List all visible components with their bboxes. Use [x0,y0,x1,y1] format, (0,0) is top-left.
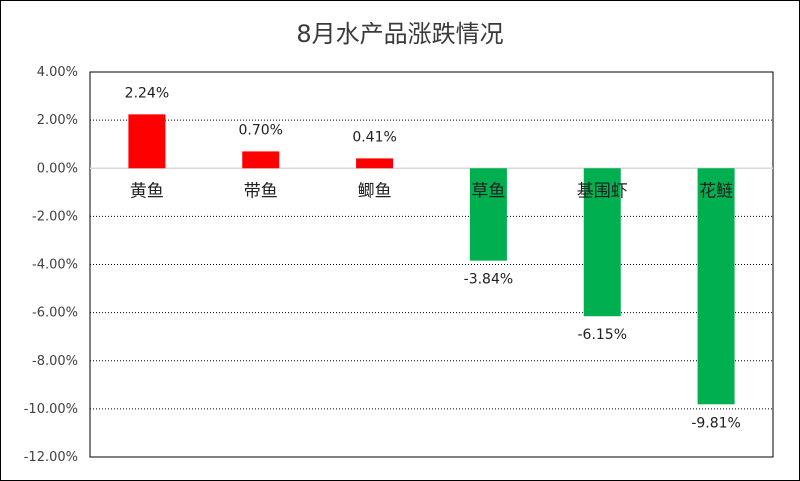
category-label: 花鲢 [699,181,733,201]
chart-title: 8月水产品涨跌情况 [296,20,504,48]
data-label: -6.15% [577,327,627,343]
data-label: -9.81% [691,415,741,431]
data-label: 0.70% [239,122,283,138]
y-tick-label: 2.00% [37,113,78,128]
category-label: 黄鱼 [130,181,164,201]
y-tick-label: 4.00% [37,65,78,80]
category-label: 基围虾 [577,181,628,201]
bar [583,168,621,317]
y-tick-label: -10.00% [24,402,78,417]
data-label: 2.24% [125,85,169,101]
category-label: 草鱼 [471,181,505,201]
y-tick-label: -4.00% [32,258,78,273]
y-tick-label: -8.00% [32,354,78,369]
y-tick-label: 0.00% [37,161,78,176]
y-tick-label: -12.00% [24,450,78,465]
category-label: 鲫鱼 [358,181,392,201]
category-label: 带鱼 [244,181,278,201]
data-label: -3.84% [464,272,514,288]
bar [697,168,735,405]
bar [356,158,394,169]
bar [128,114,166,169]
y-tick-label: -2.00% [32,209,78,224]
bar [242,151,280,169]
bar [469,168,507,261]
data-label: 0.41% [352,129,396,145]
y-tick-label: -6.00% [32,306,78,321]
